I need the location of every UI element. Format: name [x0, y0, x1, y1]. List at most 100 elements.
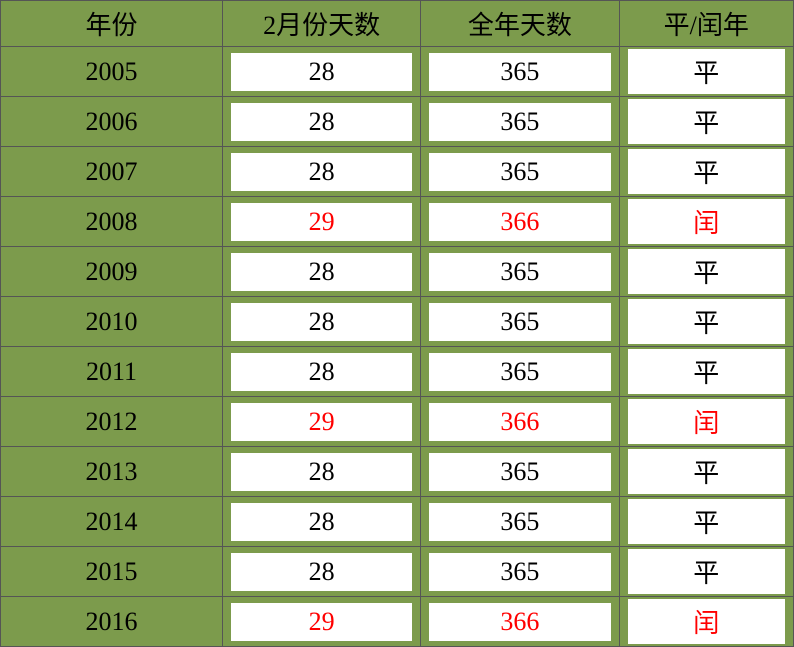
table-row: 201229 366 闰	[1, 397, 794, 447]
table-row: 201528 365 平	[1, 547, 794, 597]
type-cell: 平	[619, 97, 793, 147]
table-row: 200728 365 平	[1, 147, 794, 197]
days-cell: 365	[421, 247, 619, 297]
table-row: 200829 366 闰	[1, 197, 794, 247]
type-value: 闰	[628, 199, 785, 244]
days-cell: 366	[421, 197, 619, 247]
feb-value: 29	[231, 603, 412, 641]
type-value: 平	[628, 549, 785, 594]
days-value: 365	[429, 103, 610, 141]
year-cell: 2014	[1, 497, 223, 547]
leap-year-table: 年份 2月份天数 全年天数 平/闰年 200528365平200628365平2…	[0, 0, 794, 647]
feb-value: 28	[231, 253, 412, 291]
table-row: 201128 365 平	[1, 347, 794, 397]
type-value: 平	[628, 299, 785, 344]
header-row: 年份 2月份天数 全年天数 平/闰年	[1, 1, 794, 47]
type-cell: 闰	[619, 197, 793, 247]
days-cell: 365	[421, 47, 619, 97]
feb-value: 28	[231, 153, 412, 191]
type-cell: 闰	[619, 397, 793, 447]
days-value: 365	[429, 53, 610, 91]
feb-cell: 29	[223, 197, 421, 247]
feb-cell: 28	[223, 547, 421, 597]
feb-value: 28	[231, 453, 412, 491]
type-cell: 平	[619, 247, 793, 297]
days-value: 365	[429, 353, 610, 391]
type-value: 闰	[628, 399, 785, 444]
feb-cell: 28	[223, 97, 421, 147]
days-cell: 365	[421, 147, 619, 197]
year-cell: 2008	[1, 197, 223, 247]
type-value: 平	[628, 349, 785, 394]
type-value: 平	[628, 99, 785, 144]
type-value: 平	[628, 449, 785, 494]
table-row: 201428 365 平	[1, 497, 794, 547]
year-cell: 2010	[1, 297, 223, 347]
days-cell: 365	[421, 497, 619, 547]
days-value: 365	[429, 553, 610, 591]
type-value: 平	[628, 49, 785, 94]
type-cell: 平	[619, 547, 793, 597]
days-value: 365	[429, 503, 610, 541]
type-cell: 平	[619, 497, 793, 547]
days-cell: 365	[421, 547, 619, 597]
type-cell: 平	[619, 147, 793, 197]
year-cell: 2009	[1, 247, 223, 297]
days-cell: 366	[421, 397, 619, 447]
feb-cell: 28	[223, 447, 421, 497]
days-cell: 366	[421, 597, 619, 647]
type-value: 闰	[628, 599, 785, 644]
year-cell: 2005	[1, 47, 223, 97]
feb-cell: 29	[223, 397, 421, 447]
year-cell: 2007	[1, 147, 223, 197]
year-cell: 2012	[1, 397, 223, 447]
days-value: 365	[429, 153, 610, 191]
feb-value: 29	[231, 403, 412, 441]
table-row: 201028 365 平	[1, 297, 794, 347]
type-value: 平	[628, 149, 785, 194]
header-year: 年份	[1, 1, 223, 47]
type-cell: 平	[619, 297, 793, 347]
feb-value: 28	[231, 53, 412, 91]
feb-value: 28	[231, 103, 412, 141]
type-cell: 平	[619, 447, 793, 497]
year-cell: 2013	[1, 447, 223, 497]
type-value: 平	[628, 499, 785, 544]
days-value: 365	[429, 253, 610, 291]
days-cell: 365	[421, 447, 619, 497]
days-value: 365	[429, 303, 610, 341]
feb-value: 28	[231, 553, 412, 591]
type-value: 平	[628, 249, 785, 294]
table-row: 200528 365 平	[1, 47, 794, 97]
type-cell: 平	[619, 347, 793, 397]
days-value: 365	[429, 453, 610, 491]
header-year-days: 全年天数	[421, 1, 619, 47]
feb-cell: 29	[223, 597, 421, 647]
year-cell: 2016	[1, 597, 223, 647]
feb-cell: 28	[223, 297, 421, 347]
type-cell: 闰	[619, 597, 793, 647]
feb-cell: 28	[223, 347, 421, 397]
year-cell: 2006	[1, 97, 223, 147]
table-row: 200928 365 平	[1, 247, 794, 297]
feb-value: 28	[231, 303, 412, 341]
table-row: 200628 365 平	[1, 97, 794, 147]
days-value: 366	[429, 403, 610, 441]
table-row: 201328 365 平	[1, 447, 794, 497]
days-cell: 365	[421, 297, 619, 347]
feb-value: 28	[231, 503, 412, 541]
feb-value: 29	[231, 203, 412, 241]
days-cell: 365	[421, 97, 619, 147]
table-row: 201629366闰	[1, 597, 794, 647]
header-type: 平/闰年	[619, 1, 793, 47]
header-feb-days: 2月份天数	[223, 1, 421, 47]
year-cell: 2011	[1, 347, 223, 397]
days-cell: 365	[421, 347, 619, 397]
days-value: 366	[429, 203, 610, 241]
feb-cell: 28	[223, 247, 421, 297]
feb-cell: 28	[223, 47, 421, 97]
feb-value: 28	[231, 353, 412, 391]
feb-cell: 28	[223, 147, 421, 197]
year-cell: 2015	[1, 547, 223, 597]
feb-cell: 28	[223, 497, 421, 547]
